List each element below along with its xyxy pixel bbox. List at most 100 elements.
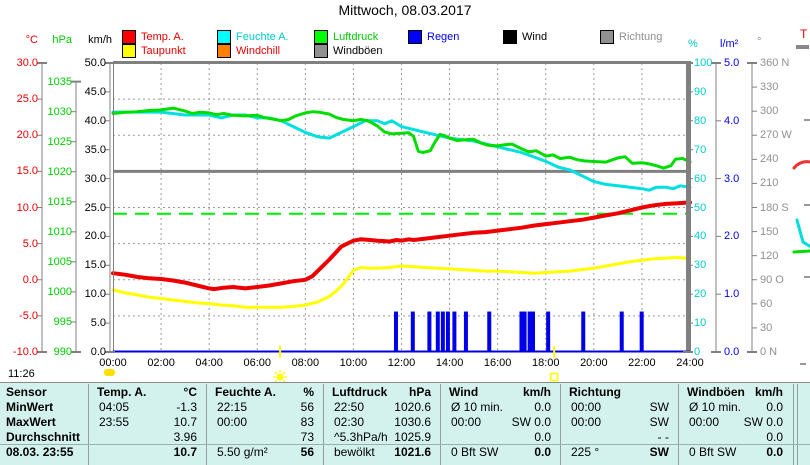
- rain-bar: [546, 311, 551, 351]
- table-col-unit-feuchte-a-: %: [303, 385, 314, 399]
- table-cell-text: 23:55: [99, 415, 130, 429]
- tick-label-hpa: 1010: [47, 225, 72, 238]
- time-label: 18:00: [531, 357, 560, 369]
- table-row-separator: [0, 444, 810, 445]
- time-label: 10:00: [339, 357, 368, 369]
- tick-label-percent: 40: [694, 230, 707, 243]
- page-title: Mittwoch, 08.03.2017: [338, 2, 472, 18]
- table-cell-value: SW 0.0: [511, 415, 551, 429]
- table-col-unit-luftdruck: hPa: [408, 385, 431, 399]
- tick-label-celsius: 20.0: [16, 129, 38, 142]
- table-cell-value: 73: [300, 430, 314, 444]
- axis-unit-°: °: [757, 36, 762, 48]
- table-cell-value: 0.0: [534, 430, 551, 444]
- rain-bar: [427, 311, 432, 351]
- tick-label-percent: 60: [694, 172, 707, 185]
- rain-bar: [393, 311, 398, 351]
- table-cell-value: 1021.6: [394, 445, 431, 459]
- table-row-label: MaxWert: [6, 415, 56, 429]
- legend-item-richtung: Richtung: [600, 29, 662, 44]
- legend-item-windchill: Windchill: [217, 43, 280, 58]
- table-cell-text: ^5.3hPa/h: [334, 430, 388, 444]
- tick-label-percent: 30: [694, 259, 707, 272]
- legend-color-swatch: [314, 43, 328, 58]
- table-cell-text: 22:15: [217, 400, 248, 414]
- tick-label-dir: 330: [760, 81, 779, 94]
- legend-item-regen: Regen: [408, 29, 460, 44]
- tick-label-hpa: 1035: [47, 75, 72, 88]
- table-col-unit-windb-en: km/h: [754, 385, 783, 399]
- cutoff-fragment: [792, 160, 810, 170]
- tick-label-kmh: 0.0: [90, 346, 106, 358]
- table-cell-text: 00:00: [451, 415, 482, 429]
- sunrise-icon-ray: [282, 379, 286, 383]
- table-cell-value: 0.0: [766, 400, 783, 414]
- legend-label: Luftdruck: [333, 30, 379, 43]
- rain-bar: [463, 311, 468, 351]
- table-column-separator: [797, 384, 798, 465]
- table-cell-value: SW 0.0: [743, 415, 783, 429]
- legend-label: Taupunkt: [141, 44, 186, 57]
- tick-label-celsius: 25.0: [16, 93, 38, 106]
- legend-color-swatch: [122, 29, 136, 44]
- table-cell-text: 00:00: [571, 400, 602, 414]
- tick-label-percent: 50: [694, 201, 707, 214]
- table-cell-value: 10.7: [173, 415, 197, 429]
- table-cell-text: Ø 10 min.: [689, 400, 742, 414]
- legend-color-swatch: [314, 29, 328, 44]
- sunrise-icon-ray: [274, 379, 278, 383]
- tick-label-celsius: -10.0: [12, 346, 38, 358]
- cutoff-fragment: [800, 363, 806, 365]
- cutoff-fragment: [796, 45, 809, 49]
- tick-label-dir: 270 W: [760, 129, 792, 142]
- table-col-header-richtung: Richtung: [569, 385, 621, 399]
- table-cell-value: 1030.6: [394, 415, 431, 429]
- time-label: 22:00: [628, 357, 656, 369]
- table-cell-text: 00:00: [217, 415, 248, 429]
- tick-label-percent: 80: [694, 114, 707, 127]
- legend-label: Regen: [427, 30, 460, 43]
- axis-unit-lm: l/m²: [720, 38, 739, 50]
- tick-label-percent: 70: [694, 143, 707, 156]
- axis-unit-kmh: km/h: [88, 34, 112, 46]
- rain-bar: [452, 311, 457, 351]
- tick-label-kmh: 20.0: [84, 230, 106, 243]
- sunrise-icon: [276, 373, 284, 381]
- tick-label-celsius: 5.0: [22, 237, 38, 250]
- table-col-header-feuchte-a-: Feuchte A.: [215, 385, 276, 399]
- tick-label-kmh: 15.0: [84, 259, 106, 272]
- tick-label-lm2: 3.0: [724, 172, 740, 185]
- table-col-header-wind: Wind: [449, 385, 479, 399]
- cutoff-fragment: [795, 218, 810, 249]
- tick-label-kmh: 45.0: [84, 85, 106, 98]
- table-column-separator: [678, 384, 679, 465]
- tick-label-dir: 120: [760, 249, 779, 262]
- table-column-separator: [793, 384, 794, 465]
- sunrise-icon-ray: [282, 371, 286, 375]
- tick-label-dir: 360 N: [760, 57, 790, 69]
- axis-unit-hPa: hPa: [52, 34, 72, 46]
- legend-item-luftdruck: Luftdruck: [314, 29, 379, 44]
- tick-label-dir: 30: [760, 321, 773, 334]
- time-label: 20:00: [580, 357, 608, 369]
- table-cell-value: 1020.6: [394, 400, 431, 414]
- tick-label-lm2: 2.0: [724, 230, 740, 243]
- tick-label-dir: 90 O: [760, 273, 784, 286]
- tick-label-kmh: 35.0: [84, 143, 106, 156]
- rain-bar: [581, 311, 586, 351]
- tick-label-percent: 90: [694, 85, 707, 98]
- tick-label-hpa: 1000: [47, 285, 72, 298]
- tick-label-hpa: 995: [53, 315, 72, 328]
- table-cell-text: 0 Bft SW: [689, 445, 737, 459]
- tick-label-percent: 20: [694, 288, 707, 301]
- tick-label-percent: 100: [694, 57, 713, 69]
- table-cell-value: 56: [300, 445, 314, 459]
- table-cell-value: -1.3: [176, 400, 197, 414]
- tick-label-kmh: 5.0: [90, 317, 106, 330]
- tick-label-celsius: 15.0: [16, 165, 38, 178]
- table-cell-text: bewölkt: [334, 445, 375, 459]
- cutoff-fragment: [804, 276, 810, 278]
- time-label: 06:00: [243, 357, 272, 369]
- tick-label-kmh: 40.0: [84, 114, 106, 127]
